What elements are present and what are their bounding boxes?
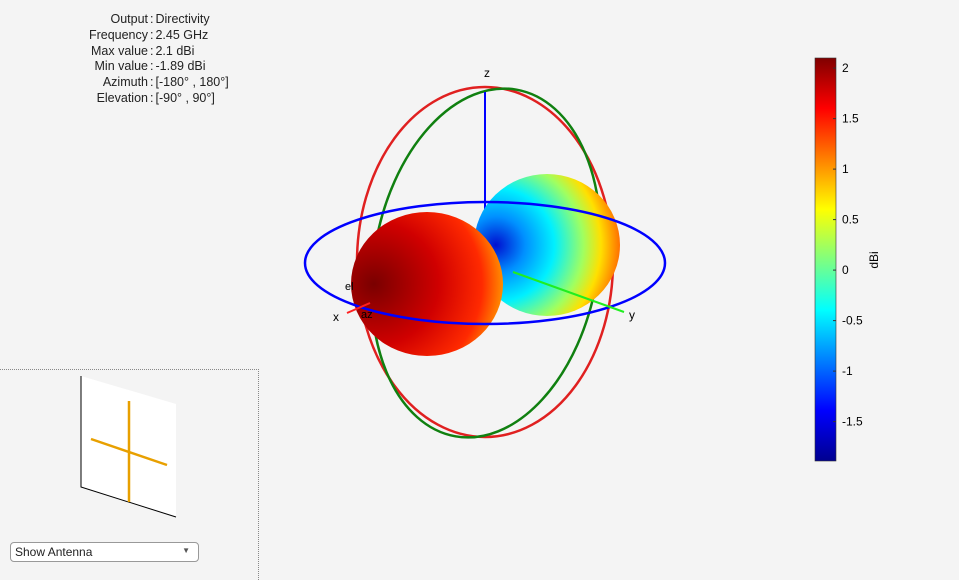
info-key: Max value [91, 43, 148, 58]
info-value: 2.1 dBi [155, 43, 195, 58]
chevron-down-icon: ▼ [182, 546, 190, 555]
info-sep: : [150, 59, 154, 74]
info-row: Max value:2.1 dBi [40, 44, 229, 60]
el-label: el [345, 281, 354, 293]
info-row: Output: Directivity [40, 12, 229, 28]
colorbar-tick-label: -1.5 [842, 415, 863, 429]
info-sep: : [150, 90, 154, 105]
pattern-info: Output: Directivity Frequency:2.45 GHz Max … [40, 12, 229, 107]
show-antenna-dropdown[interactable]: Show Antenna ▼ [10, 542, 199, 562]
info-row: Elevation: [-90° , 90°] [40, 91, 229, 107]
colorbar-tick-label: 0 [842, 263, 849, 277]
info-key: Frequency [88, 27, 148, 42]
antenna-preview [80, 376, 177, 518]
colorbar-tick-label: -1 [842, 364, 853, 378]
colorbar-label: dBi [867, 251, 881, 268]
info-row: Min value: -1.89 dBi [40, 59, 229, 75]
antenna-horizontal-element [90, 437, 168, 467]
z-axis-label: z [484, 66, 490, 80]
colorbar-tick-label: 1.5 [842, 112, 859, 126]
y-axis-label: y [629, 308, 635, 322]
info-value: [-180° , 180°] [155, 75, 229, 90]
colorbar-tick-label: -0.5 [842, 314, 863, 328]
info-row: Azimuth: [-180° , 180°] [40, 75, 229, 91]
info-sep: : [150, 27, 154, 42]
lobe-right [474, 174, 620, 316]
info-key: Azimuth [102, 75, 148, 90]
info-key: Output [110, 12, 148, 26]
info-sep: : [150, 43, 154, 58]
info-value: 2.45 GHz [155, 27, 209, 42]
info-row: Frequency:2.45 GHz [40, 28, 229, 44]
colorbar-tick-label: 2 [842, 61, 849, 75]
azimuth-ring [303, 200, 667, 326]
colorbar-ticks: 2 1.5 1 0.5 0 -0.5 -1 -1.5 [833, 61, 863, 429]
colorbar-tick-label: 1 [842, 162, 849, 176]
info-key: Min value [94, 59, 149, 74]
x-axis-label: x [333, 310, 339, 324]
colorbar-tick-label: 0.5 [842, 213, 859, 227]
y-axis-line [512, 271, 625, 313]
colorbar [814, 57, 837, 462]
info-key: Elevation [96, 90, 148, 105]
lobe-left [351, 212, 503, 356]
antenna-panel [0, 369, 259, 580]
dropdown-value: Show Antenna [15, 545, 93, 559]
info-sep: : [150, 12, 154, 26]
info-value: -1.89 dBi [155, 59, 206, 74]
x-axis-line [346, 302, 371, 314]
info-value: [-90° , 90°] [155, 90, 215, 105]
info-sep: : [150, 75, 154, 90]
az-label: az [361, 309, 373, 321]
info-value: Directivity [155, 12, 210, 26]
